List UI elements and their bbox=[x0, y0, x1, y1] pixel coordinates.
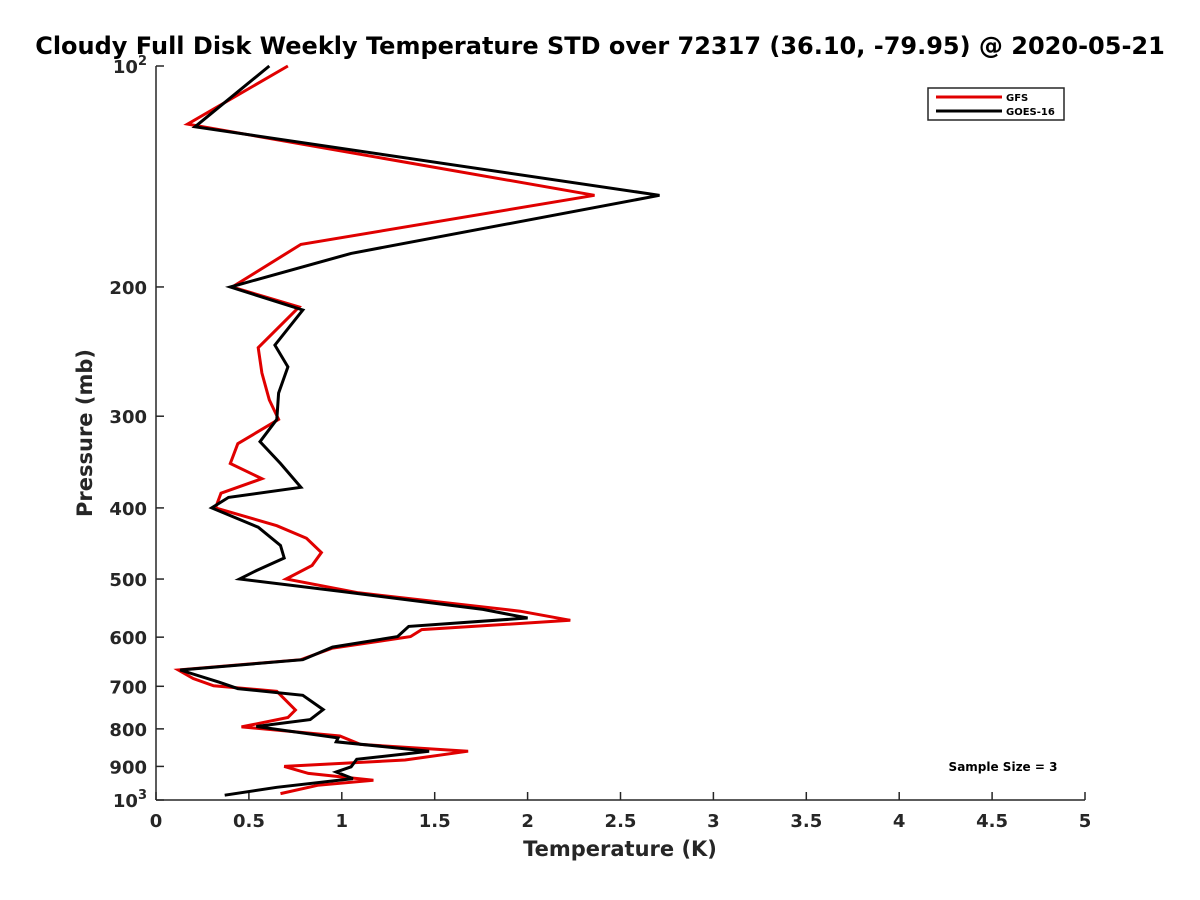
x-tick-label: 1.5 bbox=[419, 811, 451, 832]
axes: 0 0.5 1 1.5 2 2.5 3 3.5 4 4.5 51022003004005006007… bbox=[109, 54, 1091, 832]
y-tick-label: 900 bbox=[109, 757, 147, 778]
legend-label-gfs: GFS bbox=[1006, 93, 1028, 104]
legend-label-goes-16: GOES-16 bbox=[1006, 107, 1055, 118]
x-tick-label: 3 bbox=[707, 811, 720, 832]
chart-title: Cloudy Full Disk Weekly Temperature STD … bbox=[35, 32, 1165, 60]
x-tick-label: 0.5 bbox=[233, 811, 265, 832]
x-tick-label: 5 bbox=[1079, 811, 1092, 832]
y-tick-label: 400 bbox=[109, 499, 147, 520]
y-tick-label: 500 bbox=[109, 570, 147, 591]
y-tick-label: 200 bbox=[109, 278, 147, 299]
x-tick-label: 4 bbox=[893, 811, 906, 832]
x-tick-label: 2.5 bbox=[605, 811, 637, 832]
y-tick-label: 600 bbox=[109, 628, 147, 649]
series-line-goes-16 bbox=[179, 64, 660, 797]
sample-size-annotation: Sample Size = 3 bbox=[949, 760, 1058, 774]
x-tick-label: 2 bbox=[521, 811, 534, 832]
legend: GFS GOES-16 bbox=[927, 87, 1065, 121]
x-tick-label: 3.5 bbox=[790, 811, 822, 832]
y-tick-label: 700 bbox=[109, 677, 147, 698]
legend-box bbox=[927, 87, 1065, 121]
x-tick-label: 4.5 bbox=[976, 811, 1008, 832]
y-tick-label: 800 bbox=[109, 720, 147, 741]
y-tick-label: 300 bbox=[109, 407, 147, 428]
plot-series bbox=[173, 64, 660, 797]
x-tick-label: 1 bbox=[336, 811, 349, 832]
x-axis-label: Temperature (K) bbox=[523, 837, 717, 861]
x-tick-label: 0 bbox=[150, 811, 163, 832]
y-axis-label: Pressure (mb) bbox=[73, 349, 97, 517]
